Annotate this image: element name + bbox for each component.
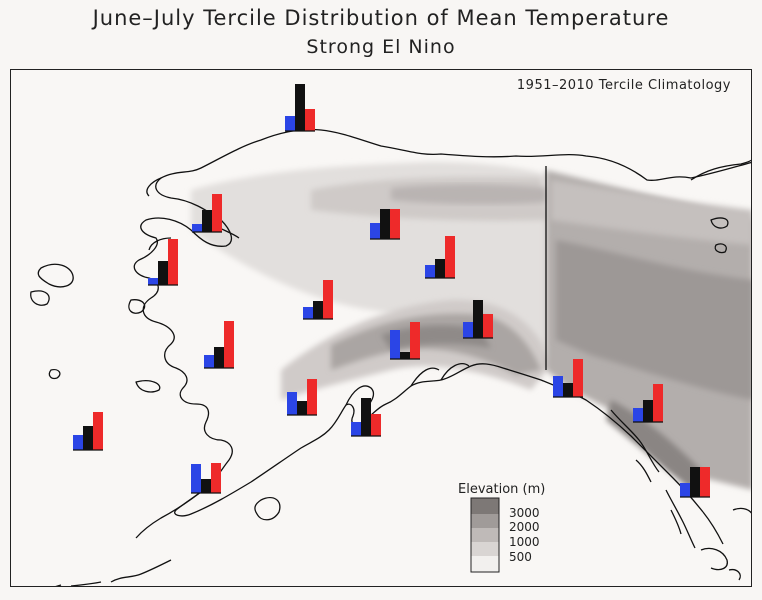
legend-title: Elevation (m) [458, 482, 546, 497]
bar-utqiagvik-near [295, 84, 305, 131]
bar-kuskokwim-north-above [224, 321, 234, 368]
bar-yakutat-below [553, 376, 563, 397]
bar-talkeetna-near [400, 352, 410, 359]
bar-king-salmon-below [287, 392, 297, 415]
bar-bethel-below [73, 435, 83, 450]
legend-label-3000: 3000 [509, 506, 540, 520]
bar-talkeetna-above [410, 322, 420, 359]
bar-koyukuk-above [323, 280, 333, 319]
bar-koyukuk-near [313, 301, 323, 319]
alaska-map [30, 84, 751, 586]
bar-kotzebue-above [212, 194, 222, 232]
bar-utqiagvik-below [285, 116, 295, 131]
bar-upper-yukon-near [435, 259, 445, 278]
tercile-bars [73, 84, 710, 498]
bar-king-salmon-above [307, 379, 317, 415]
bar-kuskokwim-north-near [214, 347, 224, 368]
bar-kenai-above [371, 414, 381, 436]
bar-gulkana-below [463, 322, 473, 338]
legend-swatch-2000 [471, 514, 499, 528]
legend-swatch-lowest [471, 556, 499, 572]
legend-label-2000: 2000 [509, 520, 540, 534]
station-kotzebue [192, 194, 222, 233]
legend-swatch-3000 [471, 498, 499, 514]
bar-kenai-near [361, 398, 371, 436]
station-upper-yukon [425, 236, 455, 279]
bar-ketchikan-above [700, 467, 710, 497]
station-nome [148, 239, 178, 286]
bar-cold-bay-above [211, 463, 221, 493]
station-bethel [73, 412, 103, 451]
station-juneau [633, 384, 663, 423]
bar-kotzebue-below [192, 224, 202, 232]
bar-yakutat-near [563, 383, 573, 397]
map-frame: 1951–2010 Tercile Climatology Elevation … [10, 69, 752, 587]
station-utqiagvik [285, 84, 315, 132]
station-king-salmon [287, 379, 317, 416]
bar-bethel-above [93, 412, 103, 450]
bar-ketchikan-near [690, 467, 700, 497]
bar-kotzebue-near [202, 210, 212, 232]
station-ketchikan [680, 467, 710, 498]
bar-kuskokwim-north-below [204, 355, 214, 368]
legend-label-500: 500 [509, 550, 532, 564]
bar-cold-bay-near [201, 479, 211, 493]
bar-fairbanks-below [370, 223, 380, 239]
bar-nome-near [158, 261, 168, 285]
legend-swatch-1000 [471, 528, 499, 542]
bar-gulkana-above [483, 314, 493, 338]
station-koyukuk [303, 280, 333, 320]
bar-cold-bay-below [191, 464, 201, 493]
bar-juneau-near [643, 400, 653, 422]
station-fairbanks [370, 209, 400, 240]
station-talkeetna [390, 322, 420, 360]
station-cold-bay [191, 463, 221, 494]
map-subtitle: Strong El Nino [306, 36, 456, 58]
bar-gulkana-near [473, 300, 483, 338]
bar-talkeetna-below [390, 330, 400, 359]
legend-swatch-500 [471, 542, 499, 556]
bar-upper-yukon-below [425, 265, 435, 278]
bar-yakutat-above [573, 359, 583, 397]
bar-ketchikan-below [680, 483, 690, 497]
bar-upper-yukon-above [445, 236, 455, 278]
elevation-legend [470, 497, 500, 573]
station-kuskokwim-north [204, 321, 234, 369]
bar-koyukuk-below [303, 307, 313, 319]
legend-border [470, 497, 500, 573]
bar-bethel-near [83, 426, 93, 450]
station-kenai [351, 398, 381, 437]
bar-utqiagvik-above [305, 109, 315, 131]
bar-juneau-below [633, 408, 643, 422]
bar-fairbanks-near [380, 209, 390, 239]
station-yakutat [553, 359, 583, 398]
station-gulkana [463, 300, 493, 339]
bar-kenai-below [351, 422, 361, 436]
bar-king-salmon-near [297, 401, 307, 415]
legend-label-1000: 1000 [509, 535, 540, 549]
map-title: June–July Tercile Distribution of Mean T… [92, 6, 670, 30]
bar-juneau-above [653, 384, 663, 422]
bar-nome-below [148, 278, 158, 285]
climatology-note: 1951–2010 Tercile Climatology [516, 78, 731, 93]
bar-nome-above [168, 239, 178, 285]
bar-fairbanks-above [390, 209, 400, 239]
